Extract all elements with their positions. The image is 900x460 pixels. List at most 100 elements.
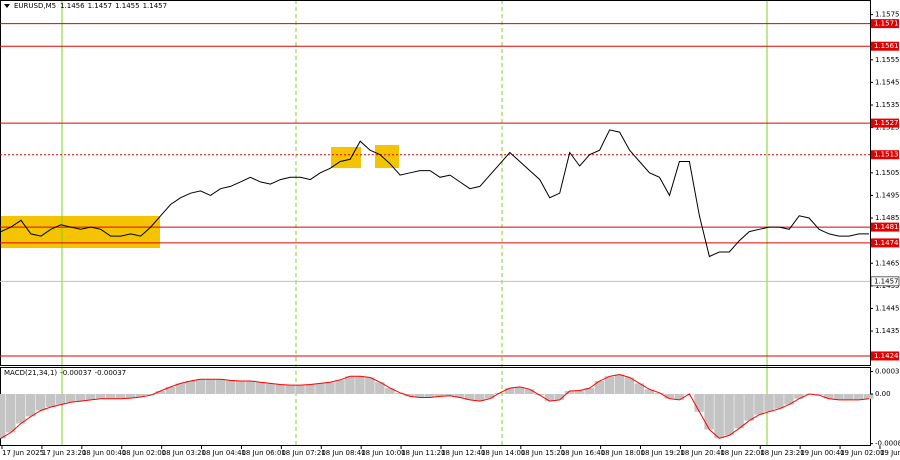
x-tick-label: 18 Jun 23:20 — [760, 449, 804, 457]
level-label: 1.1527 — [874, 119, 899, 127]
x-tick-label: 18 Jun 22:00 — [720, 449, 764, 457]
macd-bar — [474, 394, 485, 402]
macd-y-tick-label: -0.00084 — [875, 440, 900, 448]
macd-bar — [854, 394, 864, 400]
level-box — [871, 238, 899, 248]
macd-bar — [594, 381, 605, 394]
macd-bar — [225, 380, 235, 394]
macd-header: MACD(21,34,1) -0.00037 -0.00037 — [4, 369, 126, 377]
symbol: EURUSD,M5 — [14, 2, 56, 10]
macd-bar — [215, 379, 225, 394]
macd-bar — [415, 394, 425, 398]
macd-bar — [305, 384, 315, 394]
current-price-label: 1.1457 — [874, 277, 899, 285]
x-tick-label: 18 Jun 06:00 — [241, 449, 285, 457]
macd-bar — [195, 379, 206, 394]
macd-signal: -0.00037 — [95, 369, 126, 377]
macd-bar — [564, 391, 575, 394]
x-tick-label: 18 Jun 20:40 — [680, 449, 724, 457]
macd-bar — [355, 376, 365, 394]
macd-bar — [654, 392, 664, 394]
macd-bar — [425, 394, 435, 398]
x-tick-label: 19 Jun 02:00 — [840, 449, 884, 457]
x-tick-label: 18 Jun 16:40 — [561, 449, 605, 457]
level-label: 1.1424 — [874, 352, 899, 360]
highlight-box — [375, 145, 399, 168]
x-tick-label: 18 Jun 08:40 — [321, 449, 365, 457]
y-tick-label: 1.1485 — [875, 214, 900, 222]
macd-bar — [644, 389, 654, 394]
macd-bar — [484, 394, 495, 399]
macd-bar — [115, 394, 126, 399]
macd-bar — [325, 382, 335, 394]
quote-high: 1.1457 — [88, 2, 113, 10]
y-tick-label: 1.1465 — [875, 259, 900, 267]
x-tick-label: 18 Jun 02:00 — [122, 449, 166, 457]
macd-bar — [245, 381, 255, 394]
macd-bar — [75, 394, 86, 402]
macd-bar — [554, 394, 565, 400]
y-tick-label: 1.1445 — [875, 304, 900, 312]
macd-bar — [604, 376, 615, 394]
x-tick-label: 18 Jun 18:00 — [601, 449, 645, 457]
macd-bar — [435, 394, 445, 397]
x-tick-label: 18 Jun 15:20 — [521, 449, 565, 457]
macd-bar — [584, 388, 595, 394]
y-tick-label: 1.1435 — [875, 327, 900, 335]
macd-bar — [664, 394, 674, 399]
level-box — [871, 351, 899, 361]
macd-bar — [774, 394, 784, 409]
y-tick-label: 1.1555 — [875, 56, 900, 64]
macd-bar — [744, 394, 754, 421]
macd-bar — [335, 379, 345, 394]
x-tick-label: 18 Jun 12:40 — [441, 449, 485, 457]
x-tick-label: 18 Jun 07:20 — [281, 449, 325, 457]
level-box — [871, 150, 899, 160]
macd-bar — [0, 394, 6, 439]
macd-bar — [694, 394, 704, 412]
macd-bar — [285, 385, 295, 394]
header-arrow — [4, 4, 10, 8]
macd-bar — [385, 388, 395, 394]
macd-bar — [794, 394, 804, 399]
x-tick-label: 18 Jun 00:40 — [82, 449, 126, 457]
macd-bar — [165, 386, 176, 394]
macd-y-tick-label: 0.00 — [875, 390, 891, 398]
macd-bar — [624, 377, 635, 394]
macd-bar — [145, 394, 156, 396]
x-tick-label: 18 Jun 10:00 — [361, 449, 405, 457]
level-label: 1.1561 — [874, 42, 899, 50]
quote-close: 1.1457 — [143, 2, 168, 10]
macd-bar — [265, 383, 275, 394]
macd-bar — [734, 394, 744, 429]
x-tick-label: 19 Jun 00:40 — [800, 449, 844, 457]
level-box — [871, 222, 899, 232]
macd-bar — [514, 386, 525, 394]
macd-bar — [5, 394, 16, 433]
macd-bar — [175, 383, 186, 394]
macd-bar — [105, 394, 116, 399]
x-tick-label: 17 Jun 2025 — [2, 449, 44, 457]
macd-title: MACD(21,34,1) — [4, 369, 57, 377]
level-label: 1.1513 — [874, 151, 899, 159]
macd-bar — [574, 390, 585, 394]
macd-bar — [764, 394, 774, 412]
y-tick-label: 1.1525 — [875, 124, 900, 132]
macd-y-tick-label: 0.00038 — [875, 368, 900, 376]
macd-bar — [375, 382, 385, 394]
y-tick-label: 1.1495 — [875, 191, 900, 199]
macd-bar — [275, 384, 285, 394]
macd-bar — [185, 381, 196, 394]
macd-bar — [504, 388, 515, 394]
macd-bar — [674, 394, 684, 400]
x-tick-label: 18 Jun 04:40 — [202, 449, 246, 457]
macd-bar — [125, 394, 136, 399]
x-tick-label: 18 Jun 19:20 — [641, 449, 685, 457]
macd-bar — [634, 383, 645, 394]
macd-bar — [544, 394, 555, 402]
macd-bar — [864, 394, 874, 399]
macd-bar — [464, 394, 475, 400]
x-tick-label: 19 Jun 03:20 — [880, 449, 900, 457]
macd-bar — [85, 394, 96, 400]
